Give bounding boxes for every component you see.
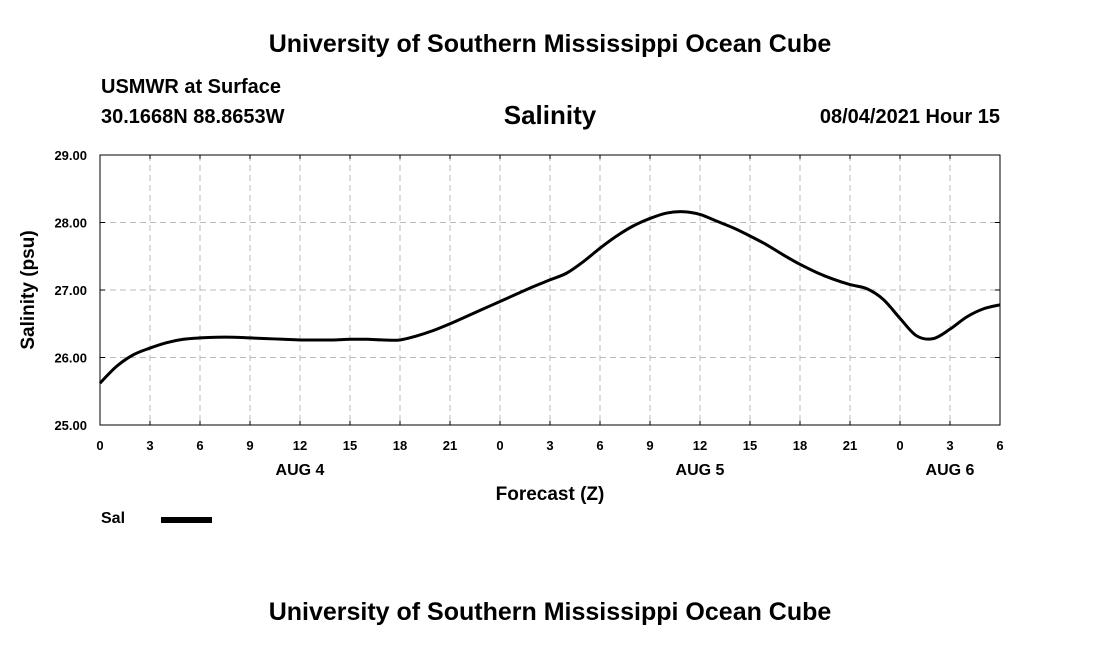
chart-title: Salinity [503, 100, 597, 130]
forecast-datetime: 08/04/2021 Hour 15 [819, 106, 1000, 128]
x-tick-label: 6 [996, 438, 1003, 453]
x-tick-label: 6 [196, 438, 203, 453]
x-tick-label: 15 [743, 438, 757, 453]
x-axis-label: Forecast (Z) [496, 484, 605, 505]
x-tick-label: 6 [596, 438, 603, 453]
x-tick-label: 0 [96, 438, 103, 453]
x-tick-label: 3 [546, 438, 553, 453]
y-tick-label: 25.00 [54, 418, 87, 433]
x-tick-label: 3 [946, 438, 953, 453]
y-tick-label: 26.00 [54, 351, 87, 366]
x-day-label: AUG 5 [676, 462, 725, 479]
x-tick-label: 12 [693, 438, 707, 453]
chart-header-title: University of Southern Mississippi Ocean… [268, 30, 832, 58]
chart-footer-title: University of Southern Mississippi Ocean… [268, 598, 832, 626]
y-axis-label: Salinity (psu) [18, 230, 39, 349]
x-tick-label: 18 [793, 438, 807, 453]
y-tick-label: 29.00 [54, 148, 87, 163]
x-day-label: AUG 4 [276, 462, 325, 479]
series-line-sal [98, 210, 1001, 385]
x-tick-label: 12 [293, 438, 307, 453]
station-coordinates: 30.1668N 88.8653W [101, 106, 285, 128]
x-day-label: AUG 6 [926, 462, 975, 479]
x-tick-label: 0 [896, 438, 903, 453]
y-tick-label: 28.00 [54, 216, 87, 231]
x-tick-label: 9 [646, 438, 653, 453]
x-tick-label: 21 [843, 438, 857, 453]
x-tick-label: 0 [496, 438, 503, 453]
station-label: USMWR at Surface [101, 76, 282, 98]
x-tick-label: 3 [146, 438, 153, 453]
x-tick-label: 18 [393, 438, 407, 453]
x-tick-label: 21 [443, 438, 457, 453]
x-tick-label: 15 [343, 438, 357, 453]
y-tick-label: 27.00 [54, 283, 87, 298]
x-tick-label: 9 [246, 438, 253, 453]
legend-label: Sal [101, 510, 126, 527]
legend-line-swatch [161, 517, 212, 523]
